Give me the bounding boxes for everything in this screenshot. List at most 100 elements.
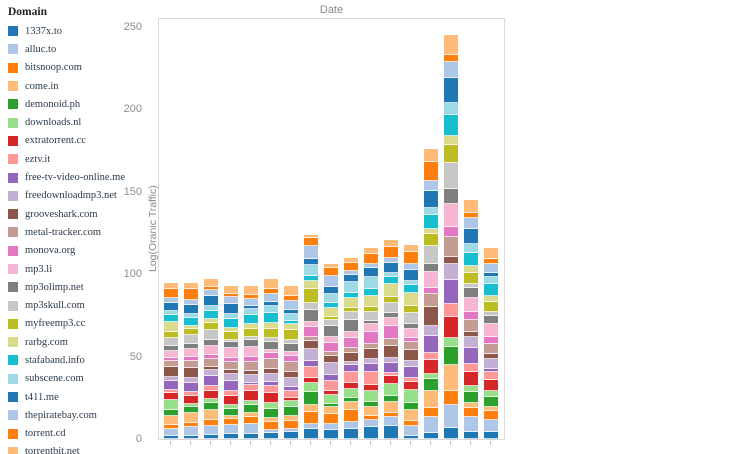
bar-segment[interactable] <box>344 271 358 275</box>
bar-segment[interactable] <box>184 367 198 378</box>
bar-segment[interactable] <box>404 293 418 307</box>
bar-segment[interactable] <box>224 314 238 320</box>
bar-segment[interactable] <box>244 346 258 358</box>
bar-segment[interactable] <box>404 367 418 378</box>
bar-segment[interactable] <box>444 256 458 264</box>
bar-segment[interactable] <box>484 372 498 380</box>
legend-item[interactable]: mp3olimp.net <box>8 278 153 296</box>
bar-segment[interactable] <box>184 299 198 306</box>
bar-segment[interactable] <box>444 346 458 365</box>
bar-segment[interactable] <box>484 368 498 372</box>
bar-segment[interactable] <box>384 383 398 397</box>
bar-segment[interactable] <box>224 362 238 371</box>
bar-segment[interactable] <box>224 303 238 315</box>
bar-segment[interactable] <box>324 342 338 352</box>
bar-segment[interactable] <box>364 402 378 408</box>
bar-segment[interactable] <box>284 339 298 345</box>
bar-segment[interactable] <box>484 301 498 312</box>
bar-segment[interactable] <box>464 228 478 245</box>
bar-segment[interactable] <box>264 302 278 306</box>
bar-segment[interactable] <box>444 279 458 305</box>
bar-segment[interactable] <box>484 324 498 337</box>
bar-segment[interactable] <box>164 428 178 437</box>
bar-segment[interactable] <box>264 342 278 351</box>
bar-segment[interactable] <box>224 319 238 329</box>
bar-segment[interactable] <box>464 337 478 348</box>
bar-segment[interactable] <box>244 357 258 363</box>
bar-segment[interactable] <box>484 248 498 259</box>
bar-segment[interactable] <box>264 403 278 409</box>
bar-segment[interactable] <box>284 310 298 315</box>
bar-segment[interactable] <box>244 314 258 325</box>
bar-segment[interactable] <box>244 416 258 424</box>
bar-segment[interactable] <box>204 390 218 400</box>
bar-segment[interactable] <box>424 336 438 353</box>
bar-segment[interactable] <box>264 392 278 404</box>
bar-segment[interactable] <box>424 180 438 192</box>
bar-segment[interactable] <box>324 275 338 288</box>
legend-item[interactable]: freedownloadmp3.net <box>8 187 153 205</box>
bar-segment[interactable] <box>364 253 378 264</box>
bar-segment[interactable] <box>404 252 418 265</box>
bar-segment[interactable] <box>484 295 498 302</box>
bar-segment[interactable] <box>284 416 298 421</box>
bar-segment[interactable] <box>364 391 378 403</box>
bar-segment[interactable] <box>404 435 418 439</box>
bar-segment[interactable] <box>264 432 278 439</box>
bar-segment[interactable] <box>384 317 398 327</box>
bar-segment[interactable] <box>164 337 178 347</box>
bar-segment[interactable] <box>364 359 378 364</box>
bar-segment[interactable] <box>404 244 418 253</box>
bar-segment[interactable] <box>164 282 178 289</box>
bar-segment[interactable] <box>344 281 358 293</box>
bar-segment[interactable] <box>304 429 318 439</box>
bar-segment[interactable] <box>444 263 458 280</box>
bar-segment[interactable] <box>384 258 398 264</box>
bar-segment[interactable] <box>424 360 438 375</box>
bar-segment[interactable] <box>344 422 358 429</box>
bar-segment[interactable] <box>264 359 278 369</box>
bar-segment[interactable] <box>344 365 358 373</box>
bar-segment[interactable] <box>324 380 338 391</box>
bar-segment[interactable] <box>324 403 338 407</box>
bar-segment[interactable] <box>324 316 338 320</box>
bar-segment[interactable] <box>164 410 178 416</box>
bar-segment[interactable] <box>224 328 238 333</box>
bar-segment[interactable] <box>484 273 498 277</box>
bar-segment[interactable] <box>424 245 438 264</box>
bar-segment[interactable] <box>384 339 398 347</box>
bar-segment[interactable] <box>204 385 218 391</box>
bar-segment[interactable] <box>224 404 238 409</box>
bar-segment[interactable] <box>264 422 278 430</box>
bar-segment[interactable] <box>284 355 298 363</box>
bar-segment[interactable] <box>364 343 378 350</box>
bar-segment[interactable] <box>344 298 358 308</box>
bar-segment[interactable] <box>304 265 318 277</box>
bar-segment[interactable] <box>184 360 198 368</box>
bar-segment[interactable] <box>284 432 298 439</box>
bar-segment[interactable] <box>244 391 258 401</box>
bar-segment[interactable] <box>444 405 458 429</box>
bar-segment[interactable] <box>244 385 258 392</box>
bar-segment[interactable] <box>264 289 278 295</box>
bar-segment[interactable] <box>164 314 178 322</box>
bar-segment[interactable] <box>344 353 358 362</box>
bar-segment[interactable] <box>244 405 258 414</box>
bar-segment[interactable] <box>384 412 398 418</box>
bar-segment[interactable] <box>364 416 378 420</box>
bar-segment[interactable] <box>284 386 298 391</box>
bar-segment[interactable] <box>444 391 458 406</box>
bar-segment[interactable] <box>164 424 178 429</box>
bar-segment[interactable] <box>184 305 198 315</box>
bar[interactable] <box>164 282 178 439</box>
bar-segment[interactable] <box>484 284 498 296</box>
bar-segment[interactable] <box>244 371 258 376</box>
bar-segment[interactable] <box>224 416 238 419</box>
bar-segment[interactable] <box>464 266 478 273</box>
bar-segment[interactable] <box>184 392 198 397</box>
bar-segment[interactable] <box>404 338 418 342</box>
legend-item[interactable]: come.in <box>8 77 153 95</box>
bar-segment[interactable] <box>184 318 198 326</box>
bar-segment[interactable] <box>324 395 338 404</box>
bar-segment[interactable] <box>244 400 258 406</box>
